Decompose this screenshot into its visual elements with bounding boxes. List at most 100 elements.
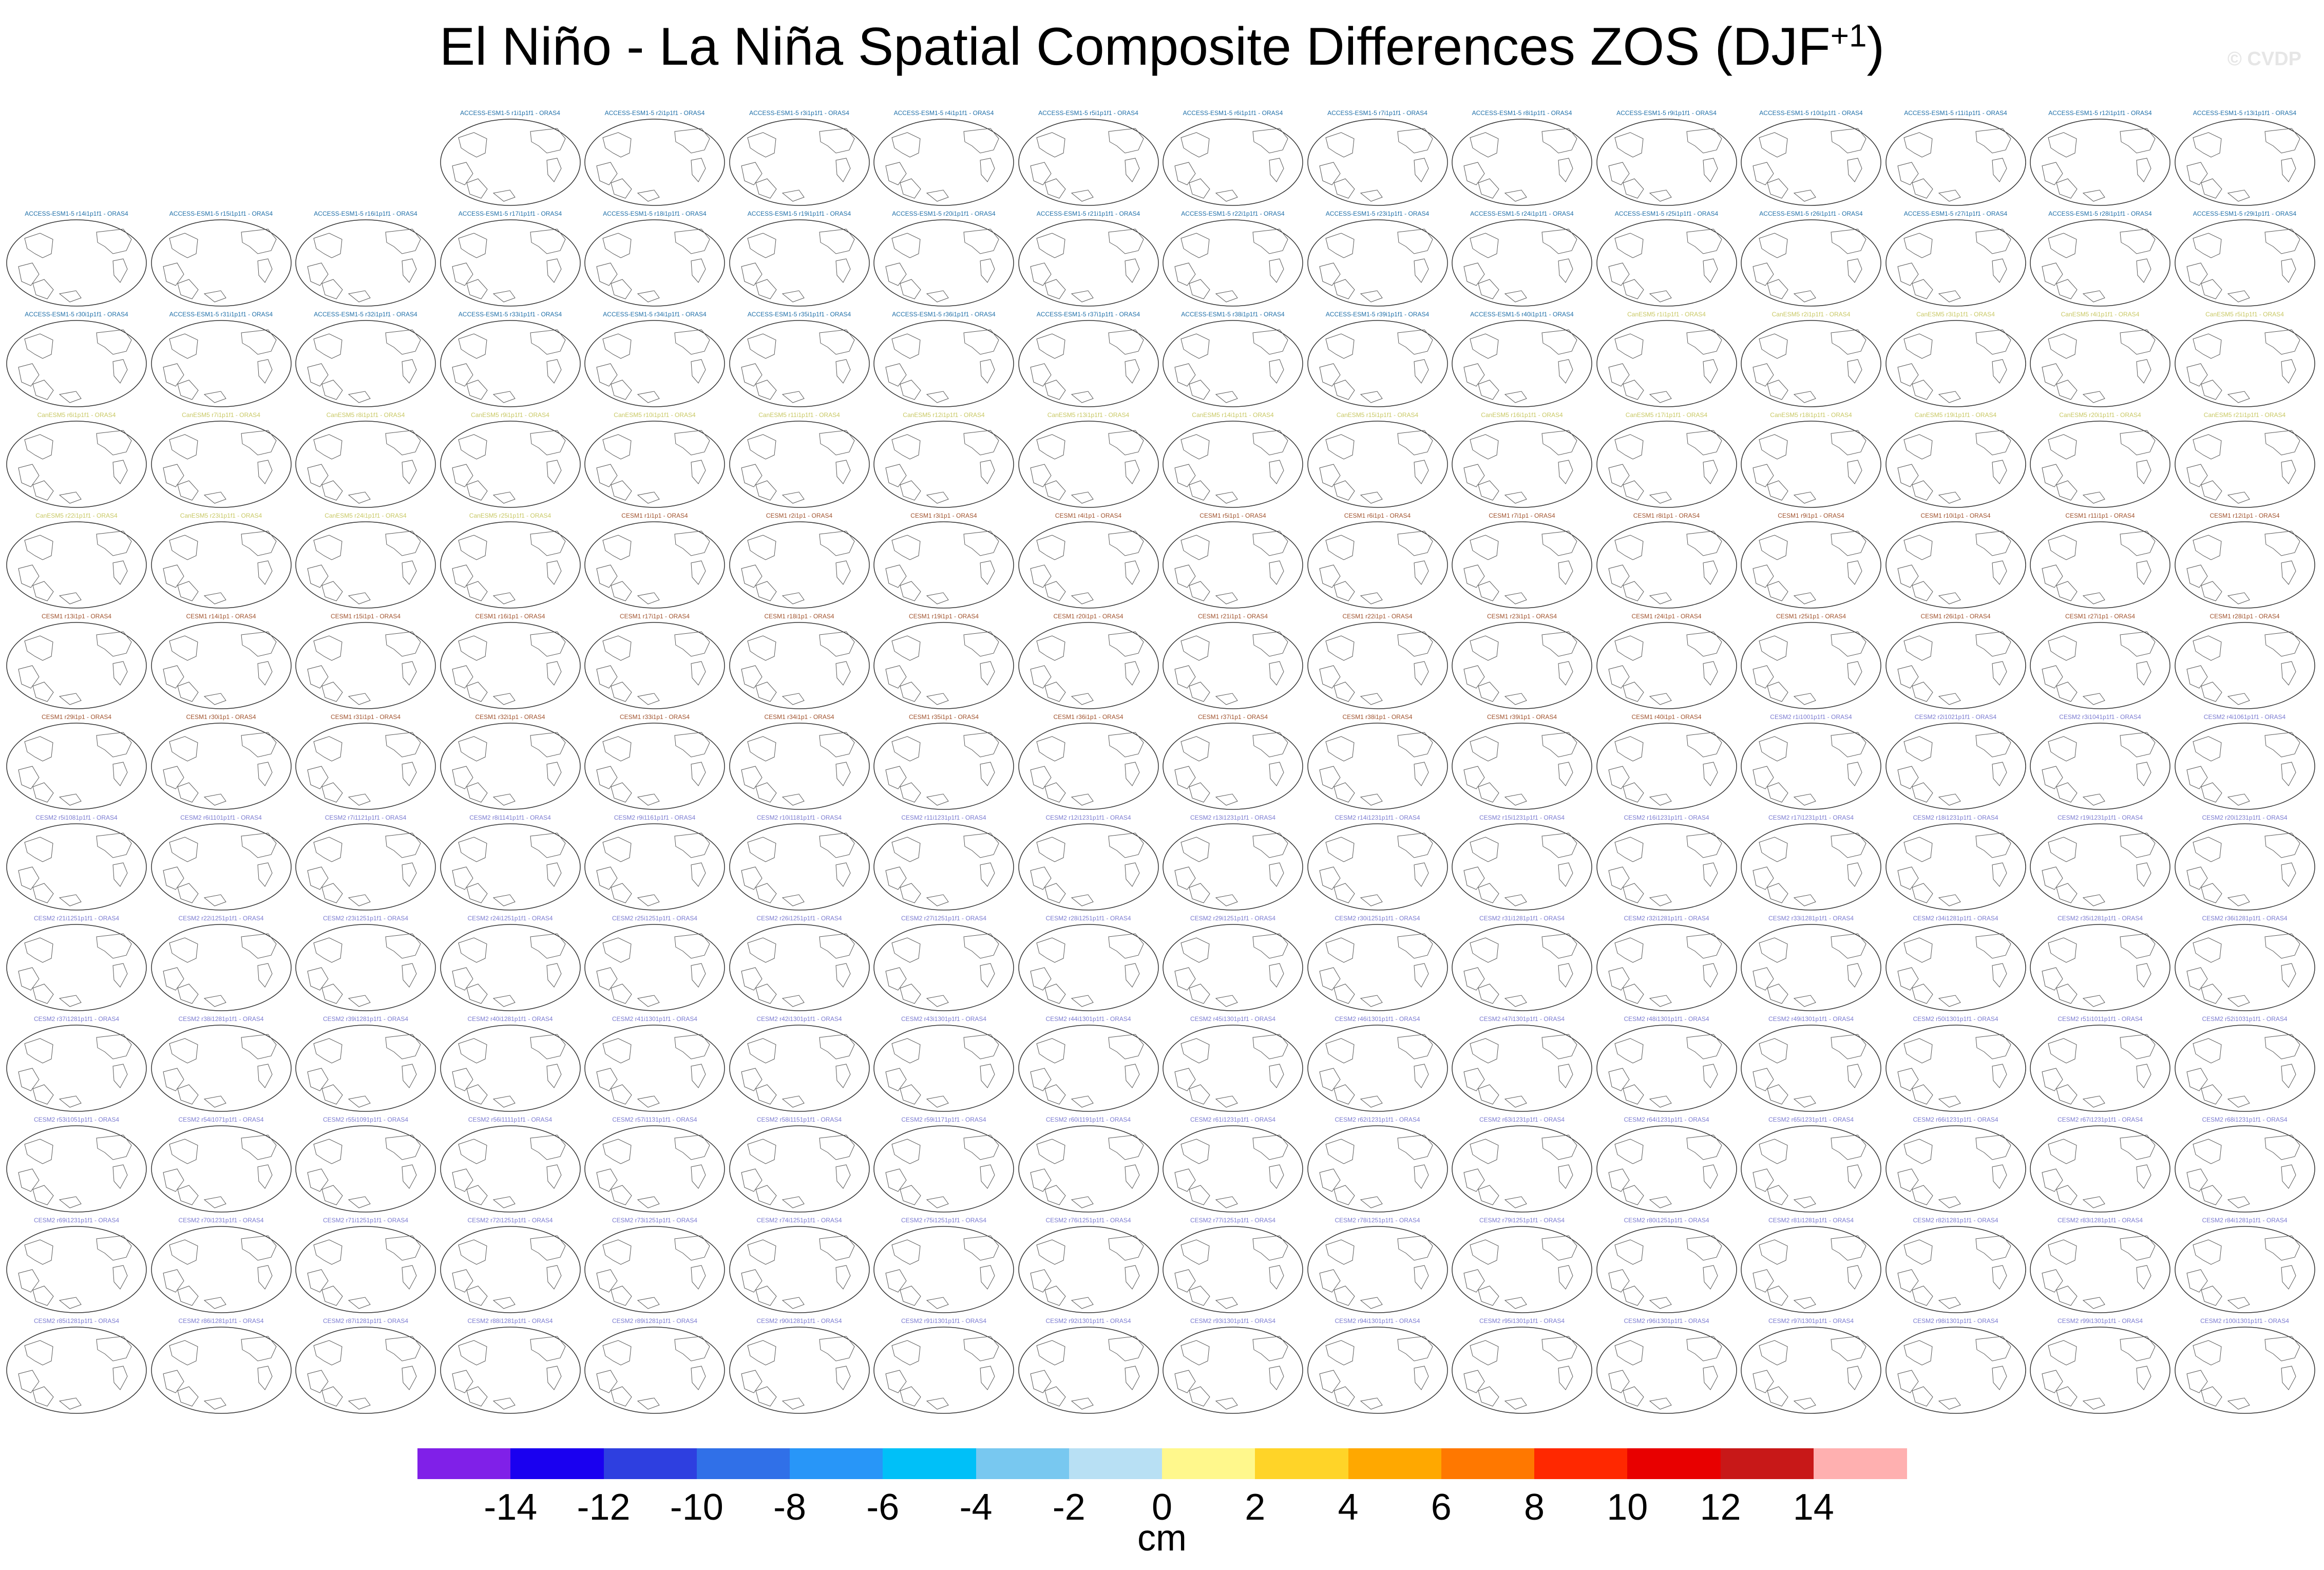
coastline [1614, 1139, 1644, 1164]
coastline [112, 258, 128, 283]
world-map [438, 419, 583, 509]
coastline [963, 1134, 999, 1160]
world-map [727, 1224, 872, 1315]
map-panel: CESM2 r1i1001p1f1 - ORAS4 [1739, 712, 1883, 812]
coastline [529, 933, 566, 959]
coastline [529, 329, 566, 355]
coastline [1030, 766, 1052, 789]
coastline [1478, 1185, 1499, 1205]
coastline [458, 434, 487, 460]
coastline [1702, 359, 1718, 384]
panel-label: CESM1 r26i1p1 - ORAS4 [1920, 613, 1991, 620]
coastline [2280, 661, 2296, 686]
coastline [451, 262, 473, 286]
coastline [2056, 682, 2078, 702]
coastline [926, 693, 949, 705]
world-map [1739, 822, 1883, 912]
coastline [1325, 333, 1355, 359]
coastline [1759, 736, 1788, 762]
world-map [1160, 520, 1305, 610]
colorbar-tick-label: -6 [866, 1487, 900, 1528]
coastline [611, 178, 632, 199]
colorbar-units: cm [1137, 1518, 1187, 1559]
coastline [1767, 1386, 1788, 1407]
coastline [2200, 883, 2222, 903]
title-text: El Niño - La Niña Spatial Composite Diff… [439, 17, 1831, 77]
coastline [177, 1285, 199, 1306]
coastline [2136, 661, 2151, 686]
panel-label: CESM1 r19i1p1 - ORAS4 [908, 613, 979, 620]
coastline [1124, 862, 1140, 887]
coastline [257, 460, 273, 484]
panel-label: CESM2 r37i1281p1f1 - ORAS4 [33, 1015, 120, 1023]
map-outline [2030, 1327, 2170, 1414]
panel-label: CESM2 r4i1061p1f1 - ORAS4 [2203, 713, 2286, 721]
coastline [307, 1370, 329, 1393]
map-panel: CESM2 r79i1251p1f1 - ORAS4 [1450, 1215, 1594, 1316]
world-map [438, 721, 583, 811]
coastline [458, 736, 487, 762]
world-map [1305, 1023, 1450, 1113]
world-map [727, 117, 872, 207]
coastline [168, 1239, 198, 1265]
panel-label: CESM2 r47i1301p1f1 - ORAS4 [1479, 1015, 1565, 1023]
coastline [691, 560, 706, 585]
coastline [466, 682, 488, 702]
coastline [257, 1265, 273, 1290]
world-map [2028, 419, 2173, 509]
panel-label: CESM2 r21i1251p1f1 - ORAS4 [33, 915, 120, 922]
map-outline [1741, 521, 1881, 609]
coastline [162, 766, 184, 789]
panel-label: CanESM5 r9i1p1f1 - ORAS4 [471, 411, 549, 419]
coastline [1478, 682, 1499, 702]
coastline [818, 531, 855, 556]
coastline [2042, 464, 2063, 487]
map-panel: CESM2 r2i1021p1f1 - ORAS4 [1883, 712, 2028, 812]
coastline [1478, 380, 1499, 400]
coastline [747, 736, 776, 762]
coastline [18, 766, 40, 789]
coastline [1767, 581, 1788, 601]
coastline [900, 1084, 921, 1105]
world-map [727, 1124, 872, 1214]
panel-label: CESM2 r35i1281p1f1 - ORAS4 [2057, 915, 2143, 922]
coastline [1897, 464, 1919, 487]
coastline [1759, 1139, 1788, 1164]
coastline [59, 1095, 82, 1108]
coastline [451, 1068, 473, 1091]
panel-label: ACCESS-ESM1-5 r22i1p1f1 - ORAS4 [1181, 210, 1285, 217]
map-panel: CanESM5 r19i1p1f1 - ORAS4 [1883, 410, 2028, 510]
map-outline [2174, 1327, 2315, 1414]
map-outline [1163, 1025, 1303, 1112]
coastline [466, 581, 488, 601]
map-outline [584, 119, 725, 206]
world-map [582, 1325, 727, 1415]
map-panel: CESM2 r14i1231p1f1 - ORAS4 [1305, 812, 1450, 913]
coastline [1397, 430, 1433, 456]
coastline [1180, 434, 1210, 460]
map-outline [1885, 1226, 2026, 1313]
world-map [582, 520, 727, 610]
coastline [1215, 190, 1238, 202]
coastline [2056, 581, 2078, 601]
panel-label: CESM2 r80i1251p1f1 - ORAS4 [1624, 1217, 1709, 1224]
map-outline [873, 119, 1014, 206]
world-map [1594, 822, 1739, 912]
map-outline [1741, 723, 1881, 810]
map-panel: CESM2 r74i1251p1f1 - ORAS4 [727, 1215, 872, 1316]
world-map [1883, 1325, 2028, 1415]
coastline [1030, 1068, 1052, 1091]
world-map [1160, 1124, 1305, 1214]
coastline [313, 535, 342, 560]
coastline [1614, 736, 1644, 762]
world-map [727, 419, 872, 509]
coastline [835, 963, 851, 988]
map-outline [1307, 723, 1448, 810]
coastline [1767, 682, 1788, 702]
panel-label: CESM1 r32i1p1 - ORAS4 [475, 713, 545, 721]
coastline [1541, 531, 1577, 556]
coastline [2280, 359, 2296, 384]
map-panel: ACCESS-ESM1-5 r19i1p1f1 - ORAS4 [727, 209, 872, 309]
coastline [162, 866, 184, 890]
map-panel: CESM2 r16i1231p1f1 - ORAS4 [1594, 812, 1739, 913]
